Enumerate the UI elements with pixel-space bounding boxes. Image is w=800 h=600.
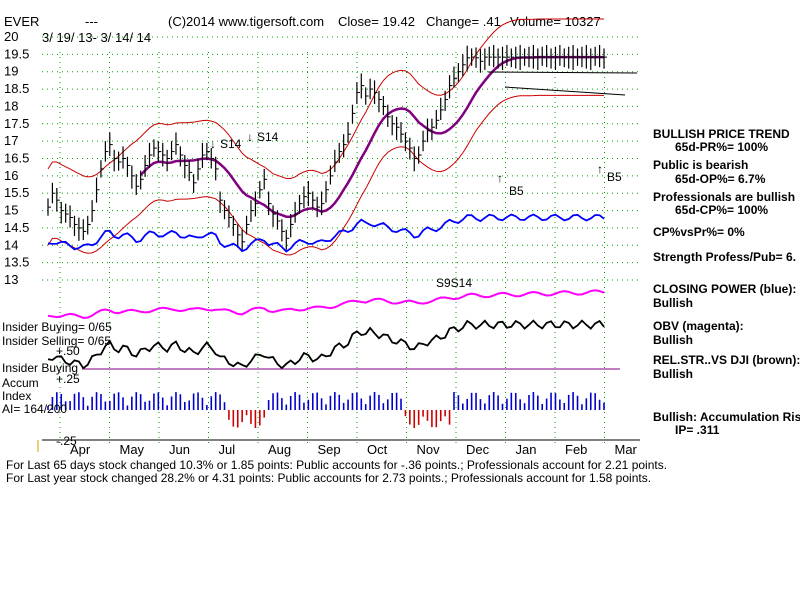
signal-b5-arrow-a: ↑ bbox=[497, 171, 503, 185]
x-tick-label: May bbox=[120, 442, 145, 457]
closing-power-title: CLOSING POWER (blue): bbox=[653, 282, 796, 296]
signal-b5-b: B5 bbox=[607, 170, 622, 184]
close-label: Close= 19.42 bbox=[338, 14, 415, 29]
rel-strength-line bbox=[47, 319, 605, 370]
y-tick-label: 15 bbox=[4, 203, 18, 218]
y-tick-label: 17 bbox=[4, 133, 18, 148]
y-tick-label: 18.5 bbox=[4, 81, 29, 96]
trend-title: BULLISH PRICE TREND bbox=[653, 127, 790, 141]
strength-value: Strength Profess/Pub= 6. bbox=[653, 250, 796, 264]
volume-label: Volume= 10327 bbox=[510, 14, 601, 29]
obv-line bbox=[47, 289, 605, 319]
rel-strength-title: REL.STR..VS DJI (brown): bbox=[653, 353, 800, 367]
closing-power-value: Bullish bbox=[653, 296, 693, 310]
insider-selling-label: Insider Selling= 0/65 bbox=[2, 334, 111, 348]
x-tick-label: Aug bbox=[268, 442, 291, 457]
rel-strength-value: Bullish bbox=[653, 367, 693, 381]
footer-line-2: For Last year stock changed 28.2% or 4.3… bbox=[6, 471, 651, 485]
closing-power-series bbox=[47, 213, 605, 253]
signal-s14-b: S14 bbox=[257, 130, 279, 144]
bollinger-upper bbox=[47, 18, 604, 180]
y-axis-labels: 20 19.5 19 18.5 18 17.5 17 16.5 16 15.5 15 14.5 14 13… bbox=[4, 29, 29, 287]
x-tick-label: Sep bbox=[318, 442, 341, 457]
change-label: Change= .41 bbox=[426, 14, 501, 29]
y-tick-label: 13.5 bbox=[4, 255, 29, 270]
y-tick-label: 15.5 bbox=[4, 185, 29, 200]
x-tick-label: Jun bbox=[169, 442, 190, 457]
ip-value: IP= .311 bbox=[675, 423, 720, 437]
grid bbox=[42, 36, 640, 445]
bollinger-lower bbox=[47, 94, 604, 256]
accum-label: Accum bbox=[2, 376, 39, 390]
signal-s14-arrow-b: ↓ bbox=[247, 130, 253, 144]
op-value: 65d-OP%= 6.7% bbox=[675, 172, 766, 186]
x-tick-label: Mar bbox=[615, 442, 638, 457]
rel-strength-series bbox=[47, 319, 605, 370]
y-tick-label: 16 bbox=[4, 168, 18, 183]
x-tick-label: Nov bbox=[417, 442, 441, 457]
dashes-label: --- bbox=[85, 14, 98, 29]
public-label: Public is bearish bbox=[653, 158, 748, 172]
y-tick-label: 14.5 bbox=[4, 220, 29, 235]
minus25-label: -.25 bbox=[56, 434, 77, 448]
pr-value: 65d-PR%= 100% bbox=[675, 140, 768, 154]
footer-line-1: For Last 65 days stock changed 10.3% or … bbox=[6, 458, 667, 472]
date-range-label: 3/ 19/ 13- 3/ 14/ 14 bbox=[42, 30, 151, 45]
resistance-line-lower bbox=[504, 86, 626, 96]
obv-series bbox=[47, 289, 605, 319]
x-tick-label: Jan bbox=[516, 442, 537, 457]
y-tick-label: 20 bbox=[4, 29, 18, 44]
y-tick-label: 16.5 bbox=[4, 151, 29, 166]
signal-b5-a: B5 bbox=[509, 184, 524, 198]
obv-title: OBV (magenta): bbox=[653, 319, 744, 333]
price-bars bbox=[47, 44, 607, 251]
plus25-label: +.25 bbox=[56, 372, 80, 386]
ticker-label: EVER bbox=[4, 14, 39, 29]
cp-value: 65d-CP%= 100% bbox=[675, 203, 768, 217]
y-tick-label: 14 bbox=[4, 237, 18, 252]
y-tick-label: 18 bbox=[4, 98, 18, 113]
x-tick-label: Oct bbox=[367, 442, 388, 457]
x-tick-label: Feb bbox=[565, 442, 587, 457]
x-tick-label: Jul bbox=[219, 442, 236, 457]
y-tick-label: 13 bbox=[4, 272, 18, 287]
y-tick-label: 17.5 bbox=[4, 116, 29, 131]
closing-power-line bbox=[47, 213, 605, 253]
x-tick-label: Apr bbox=[70, 442, 91, 457]
signal-s14-a: S14 bbox=[220, 137, 242, 151]
insider-buying-label: Insider Buying= 0/65 bbox=[2, 320, 112, 334]
x-axis-labels: Apr May Jun Jul Aug Sep Oct Nov Dec Jan Feb Mar bbox=[70, 442, 638, 457]
signal-cluster: S9S14 bbox=[436, 276, 472, 290]
obv-value: Bullish bbox=[653, 333, 693, 347]
index-label: Index bbox=[2, 389, 31, 403]
copyright-label: (C)2014 www.tigersoft.com bbox=[168, 14, 324, 29]
y-tick-label: 19.5 bbox=[4, 46, 29, 61]
x-tick-label: Dec bbox=[466, 442, 490, 457]
signal-s14-arrow-a: ↓ bbox=[210, 137, 216, 151]
resistance-line-upper bbox=[487, 71, 638, 74]
ai-label: AI= 164/200 bbox=[2, 402, 67, 416]
plus50-label: +.50 bbox=[56, 344, 80, 358]
insider-buying-label-2: Insider Buying bbox=[2, 361, 78, 375]
accum-title: Bullish: Accumulation Risi bbox=[653, 410, 800, 424]
signal-b5-arrow-b: ↑ bbox=[597, 162, 603, 176]
bollinger-bands bbox=[47, 18, 604, 256]
cpvspr-value: CP%vsPr%= 0% bbox=[653, 225, 745, 239]
pros-label: Professionals are bullish bbox=[653, 190, 795, 204]
accumulation-histogram bbox=[47, 392, 605, 428]
y-tick-label: 19 bbox=[4, 64, 18, 79]
